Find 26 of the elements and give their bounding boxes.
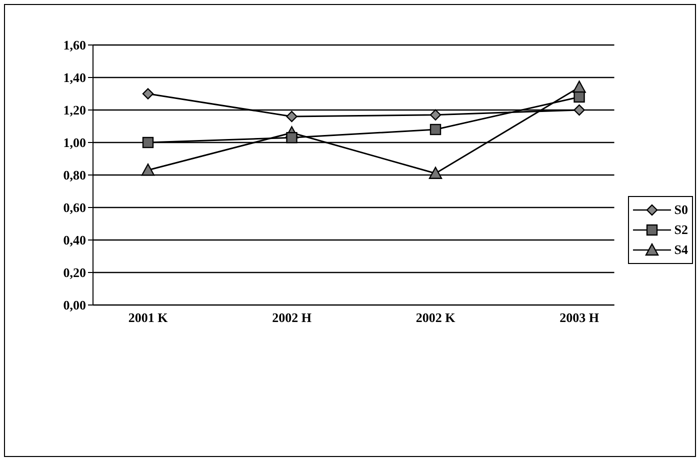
x-tick-label: 2002 K (416, 310, 456, 326)
point (141, 164, 155, 176)
legend-label: S4 (674, 242, 688, 258)
point (142, 88, 154, 100)
y-tick-label: 1,20 (63, 102, 86, 118)
legend-label: S2 (674, 222, 688, 238)
point (286, 132, 298, 144)
y-tick-label: 0,00 (63, 298, 86, 313)
y-tick-label: 1,60 (63, 38, 86, 53)
x-tick-label: 2001 K (128, 310, 169, 326)
point (286, 110, 298, 122)
y-tick-label: 0,60 (63, 200, 86, 216)
point (430, 124, 442, 136)
point (428, 166, 442, 179)
y-tick-label: 1,40 (63, 70, 86, 86)
y-tick-label: 1,00 (63, 135, 86, 150)
point (574, 91, 585, 103)
point (142, 136, 154, 148)
x-tick-label: 2003 H (560, 310, 599, 326)
legend-label: S0 (674, 202, 688, 218)
x-tick-label: 2002 H (272, 310, 312, 326)
y-tick-label: 0,20 (63, 265, 86, 280)
y-tick-label: 0,80 (63, 168, 86, 183)
y-tick-label: 0,40 (63, 232, 86, 248)
point (430, 109, 442, 120)
point (574, 104, 585, 116)
